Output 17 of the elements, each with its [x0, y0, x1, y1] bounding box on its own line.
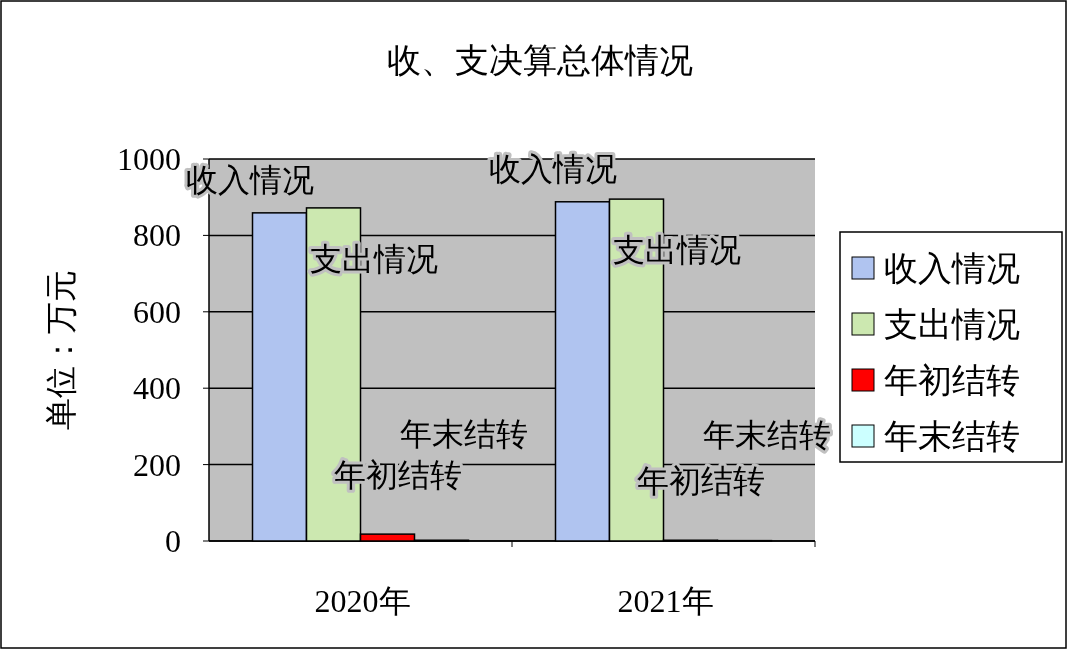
legend-label: 支出情况: [884, 306, 1020, 343]
y-tick-label: 600: [133, 293, 181, 330]
legend-label: 收入情况: [884, 250, 1020, 287]
x-tick-label: 2020年: [314, 583, 411, 619]
annotation: 年末结转: [399, 416, 528, 453]
y-axis-title: 单位：万元: [43, 270, 79, 430]
y-tick-label: 400: [133, 370, 181, 407]
y-tick-label: 800: [133, 217, 181, 254]
legend-label: 年初结转: [884, 362, 1020, 399]
y-tick-label: 0: [165, 523, 181, 559]
x-tick-label: 2021年: [617, 583, 714, 619]
legend-label: 年末结转: [884, 418, 1020, 455]
annotation: 年末结转: [702, 416, 831, 453]
y-tick-label: 1000: [117, 141, 181, 177]
chart-title: 收、支决算总体情况: [387, 42, 693, 79]
annotation: 收入情况: [488, 150, 617, 187]
y-tick-label: 200: [133, 446, 181, 483]
